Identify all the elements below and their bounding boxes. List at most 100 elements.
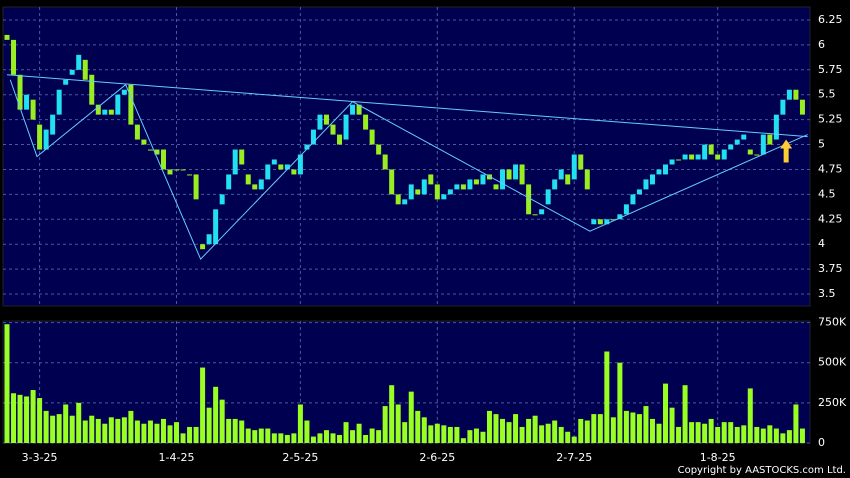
candle-body <box>389 169 395 195</box>
volume-bar <box>187 426 193 443</box>
candle-body <box>643 179 649 190</box>
candle-body <box>415 189 421 195</box>
candle-body <box>121 89 127 95</box>
volume-bar <box>389 385 395 443</box>
volume-bar <box>506 422 512 443</box>
candle-body <box>728 144 734 150</box>
volume-bar <box>604 351 610 443</box>
candle-body <box>323 114 329 125</box>
candle-body <box>395 194 401 205</box>
candle-body <box>37 124 43 150</box>
volume-bar <box>343 422 349 443</box>
candle-body <box>669 159 675 165</box>
volume-bar <box>402 422 408 443</box>
candle-body <box>376 144 382 155</box>
candle-body <box>493 184 499 190</box>
y-tick-label: 5.75 <box>818 63 843 76</box>
volume-bar <box>154 423 160 443</box>
volume-bar <box>702 423 708 443</box>
candle-body <box>134 124 140 140</box>
candle-body <box>337 134 343 145</box>
volume-bar <box>160 418 166 443</box>
candle-body <box>649 174 655 185</box>
candle-body <box>408 184 414 200</box>
volume-bar <box>291 433 297 443</box>
candle-body <box>519 164 525 185</box>
trendline <box>9 79 808 261</box>
candle-body <box>4 34 10 40</box>
candle-body <box>721 149 727 160</box>
volume-bar <box>213 386 219 443</box>
candle-body <box>200 244 206 250</box>
volume-bar <box>558 426 564 443</box>
candle-body <box>30 99 36 120</box>
candle-body <box>56 89 62 115</box>
candle-body <box>799 99 805 115</box>
volume-bar <box>617 362 623 443</box>
x-tick-label: 1-4-25 <box>159 451 195 464</box>
candle-body <box>513 164 519 180</box>
y-tick-label: 5.5 <box>818 88 836 101</box>
volume-bar <box>121 417 127 443</box>
volume-bar <box>11 393 17 443</box>
candle-body <box>343 114 349 140</box>
volume-bar <box>721 422 727 443</box>
volume-bar <box>63 404 69 443</box>
volume-bar <box>734 426 740 443</box>
candle-body <box>545 189 551 205</box>
candle-body <box>591 219 597 225</box>
volume-bar <box>669 407 675 443</box>
volume-bar <box>526 418 532 443</box>
candle-body <box>760 134 766 155</box>
candle-body <box>82 59 88 80</box>
volume-bar <box>773 428 779 443</box>
candle-body <box>291 169 297 175</box>
volume-bar <box>415 410 421 443</box>
volume-bar <box>532 415 538 443</box>
x-tick-label: 2-5-25 <box>282 451 318 464</box>
candle-body <box>780 99 786 115</box>
volume-bar <box>663 383 669 443</box>
candle-body <box>363 114 369 130</box>
candle-body <box>636 189 642 195</box>
candle-body <box>304 144 310 150</box>
volume-tick-label: 500K <box>818 356 847 369</box>
candle-body <box>773 114 779 140</box>
volume-bar <box>245 428 251 443</box>
candle-body <box>434 184 440 200</box>
volume-bar <box>219 399 225 443</box>
candle-body <box>187 174 193 176</box>
candle-body <box>610 219 616 221</box>
x-tick-label: 2-6-25 <box>419 451 455 464</box>
candle-body <box>17 74 23 110</box>
candle-body <box>115 94 121 115</box>
candle-body <box>454 184 460 190</box>
volume-bar <box>193 426 199 443</box>
volume-bar <box>174 422 180 443</box>
x-tick-label: 2-7-25 <box>556 451 592 464</box>
volume-bar <box>513 414 519 443</box>
candle-body <box>356 104 362 115</box>
volume-bar <box>323 430 329 443</box>
volume-bar <box>108 417 114 443</box>
volume-bar <box>754 426 760 443</box>
volume-bar <box>408 391 414 443</box>
volume-bar <box>147 420 153 443</box>
candle-body <box>571 154 577 180</box>
trendline <box>6 74 808 138</box>
candle-body <box>69 69 75 75</box>
candle-body <box>108 109 114 115</box>
candle-body <box>89 74 95 105</box>
volume-bar <box>428 425 434 443</box>
candle-body <box>239 149 245 165</box>
candle-body <box>428 174 434 185</box>
volume-bar <box>206 407 212 443</box>
x-tick-label: 1-8-25 <box>700 451 736 464</box>
volume-bar <box>200 367 206 443</box>
volume-bar <box>493 414 499 443</box>
candle-body <box>747 149 753 155</box>
candle-body <box>369 129 375 145</box>
volume-bar <box>630 412 636 443</box>
volume-bar <box>473 428 479 443</box>
volume-bar <box>128 410 134 443</box>
